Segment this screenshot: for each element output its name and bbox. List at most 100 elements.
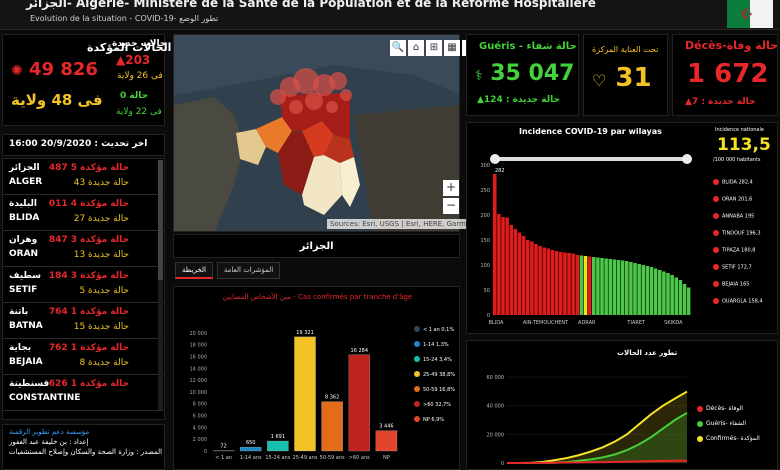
incidence-bar[interactable] <box>625 261 629 315</box>
incidence-bar[interactable] <box>608 259 613 315</box>
wilaya-item[interactable]: قسنطينة CONSTANTINE حالة مؤكدة 1 626 <box>3 375 164 411</box>
incidence-bar[interactable] <box>645 266 650 315</box>
case-bubbles[interactable] <box>270 68 352 114</box>
wilaya-item[interactable]: بجاية BEJAIA حالة مؤكدة 1 762 حالة جديدة 8 <box>3 339 164 375</box>
incidence-bar[interactable] <box>530 241 534 316</box>
map-region[interactable] <box>302 121 334 157</box>
map-region[interactable] <box>278 131 314 195</box>
incidence-bar[interactable] <box>571 253 575 316</box>
wilaya-item[interactable]: سطيف SETIF حالة مؤكدة 3 184 حالة جديدة 5 <box>3 267 164 303</box>
wilaya-item[interactable]: باتنة BATNA حالة مؤكدة 1 764 حالة جديدة 15 <box>3 303 164 339</box>
evolution-legend-item[interactable]: Confirmés- المؤكدة <box>697 435 760 442</box>
tab-indicators[interactable]: المؤشرات العامة <box>216 262 281 279</box>
algeria-map[interactable] <box>173 34 460 232</box>
wilaya-list-scrollbar[interactable] <box>158 160 163 410</box>
incidence-bar[interactable] <box>686 287 691 316</box>
incidence-bar[interactable] <box>497 214 501 315</box>
incidence-bar[interactable] <box>538 246 542 315</box>
incidence-bar[interactable] <box>534 244 538 315</box>
search-icon[interactable]: 🔍 <box>390 40 406 56</box>
incidence-bar[interactable] <box>620 260 625 316</box>
up-arrow-icon: ▲ <box>685 97 692 107</box>
age-bar[interactable] <box>348 354 371 452</box>
y-tick-label: 300 <box>480 163 490 169</box>
incidence-bar[interactable] <box>592 257 596 315</box>
incidence-bar[interactable] <box>554 251 559 315</box>
incidence-bar[interactable] <box>674 277 679 316</box>
incidence-bar[interactable] <box>513 229 518 315</box>
map-region[interactable] <box>302 155 342 215</box>
zoom-out-button[interactable]: − <box>443 198 459 214</box>
incidence-bar[interactable] <box>563 252 567 316</box>
incidence-bar[interactable] <box>583 256 588 315</box>
incidence-bar[interactable] <box>649 267 654 315</box>
incidence-bar[interactable] <box>662 271 666 316</box>
bar-value-label: 8 362 <box>325 395 339 401</box>
incidence-bar[interactable] <box>550 250 555 315</box>
incidence-bar[interactable] <box>501 217 505 315</box>
incidence-wilaya-value: 180,8 <box>741 247 756 254</box>
incidence-bar[interactable] <box>579 255 584 316</box>
series-line[interactable] <box>507 459 688 464</box>
x-tick-label: >60 ans <box>349 455 370 461</box>
incidence-bar[interactable] <box>600 258 604 315</box>
wilaya-list[interactable]: الجزائر ALGER حالة مؤكدة 5 487 حالة جديدة 4… <box>2 158 165 420</box>
age-bar[interactable] <box>267 440 289 452</box>
legend-label: 1-14 1,3% <box>423 342 449 348</box>
zoom-in-button[interactable]: + <box>443 180 459 196</box>
wilaya-item[interactable]: البليدة BLIDA حالة مؤكدة 4 011 حالة جديدة 2… <box>3 195 164 231</box>
map-region[interactable] <box>236 129 266 165</box>
icu-number: 31 <box>615 63 652 93</box>
age-bar[interactable] <box>375 430 398 452</box>
incidence-bar[interactable] <box>509 225 514 315</box>
incidence-bar[interactable] <box>546 248 551 316</box>
incidence-bar[interactable] <box>526 240 530 315</box>
grid-icon[interactable]: ▦ <box>444 40 460 56</box>
evolution-legend-item[interactable]: Décès- الوفاة <box>697 405 743 412</box>
home-icon[interactable]: ⌂ <box>408 40 424 56</box>
incidence-bar[interactable] <box>542 247 547 316</box>
incidence-bar[interactable] <box>682 284 687 315</box>
wilaya-item[interactable]: الجزائر ALGER حالة مؤكدة 5 487 حالة جديدة 4… <box>3 159 164 195</box>
incidence-bar[interactable] <box>604 258 608 316</box>
incidence-bar[interactable] <box>517 232 522 316</box>
incidence-bar[interactable] <box>587 256 592 316</box>
incidence-bar[interactable] <box>637 264 641 315</box>
incidence-bar[interactable] <box>616 260 621 315</box>
scrollbar-thumb[interactable] <box>158 160 163 280</box>
slider-handle-right[interactable] <box>682 154 692 164</box>
incidence-bar[interactable] <box>575 255 580 315</box>
incidence-bar[interactable] <box>641 265 646 315</box>
incidence-bar[interactable] <box>633 263 637 315</box>
incidence-bar[interactable] <box>505 217 509 316</box>
incidence-bar[interactable] <box>521 236 526 315</box>
incidence-bar[interactable] <box>493 174 497 315</box>
age-bar[interactable] <box>294 336 316 452</box>
evolution-legend-item[interactable]: Guéris- الشفاء <box>697 420 746 427</box>
wilaya-item[interactable]: وهران ORAN حالة مؤكدة 3 847 حالة جديدة 13 <box>3 231 164 267</box>
incidence-bar[interactable] <box>559 252 563 315</box>
map-region[interactable] <box>256 117 292 153</box>
map-canvas[interactable] <box>174 35 460 232</box>
range-slider[interactable] <box>495 157 687 161</box>
map-toolbar: 🔍 ⌂ ⊞ ▦ ⛶ <box>390 40 478 56</box>
deaths-new-text: حالة جديدة : 7 <box>691 97 756 107</box>
incidence-bar[interactable] <box>653 268 658 316</box>
incidence-bar[interactable] <box>666 273 670 315</box>
incidence-bar[interactable] <box>596 257 600 316</box>
age-bar[interactable] <box>321 401 343 452</box>
incidence-bar[interactable] <box>678 280 683 315</box>
tab-map[interactable]: الخريطة <box>175 262 213 279</box>
layers-icon[interactable]: ⊞ <box>426 40 442 56</box>
y-tick-label: 100 <box>480 263 490 269</box>
incidence-bar[interactable] <box>612 259 617 316</box>
map-region[interactable] <box>324 135 354 163</box>
map-region[interactable] <box>340 157 360 207</box>
incidence-bar[interactable] <box>658 270 662 315</box>
confirmed-label: الحالات المؤكدة <box>87 41 172 54</box>
incidence-bar[interactable] <box>567 253 571 315</box>
slider-handle-left[interactable] <box>490 154 500 164</box>
incidence-bar[interactable] <box>629 262 633 315</box>
age-bar[interactable] <box>239 447 262 452</box>
incidence-bar[interactable] <box>670 275 674 315</box>
